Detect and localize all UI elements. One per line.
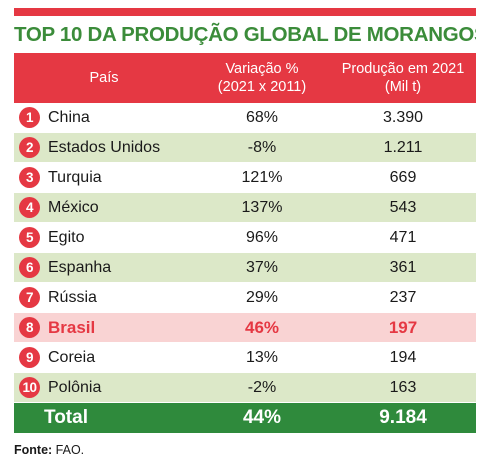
header-production-line1: Produção em 2021 — [341, 61, 465, 77]
variation-value: 137% — [241, 198, 283, 216]
variation-value: -2% — [247, 378, 277, 396]
table-row: 5 Egito 96% 471 — [14, 223, 476, 253]
table-header: País Variação % (2021 x 2011) Produção e… — [14, 53, 476, 103]
header-variation-line2: (2021 x 2011) — [217, 79, 307, 95]
header-country: País — [89, 70, 119, 86]
variation-value: 121% — [241, 168, 283, 186]
rank-badge: 3 — [19, 167, 40, 188]
table-row: 6 Espanha 37% 361 — [14, 253, 476, 283]
table-row: 9 Coreia 13% 194 — [14, 343, 476, 373]
rank-badge: 5 — [19, 227, 40, 248]
rank-badge: 9 — [19, 347, 40, 368]
table-row: 4 México 137% 543 — [14, 193, 476, 223]
rank-badge: 10 — [19, 377, 40, 398]
production-value: 3.390 — [382, 108, 424, 126]
rank-badge: 2 — [19, 137, 40, 158]
rank-badge: 6 — [19, 257, 40, 278]
country-name: Estados Unidos — [48, 138, 161, 156]
country-name: México — [48, 198, 99, 216]
variation-value: 29% — [245, 288, 279, 306]
country-name: Brasil — [48, 317, 96, 337]
production-value: 669 — [389, 168, 417, 186]
table-row: 2 Estados Unidos -8% 1.211 — [14, 133, 476, 163]
country-name: Espanha — [48, 258, 112, 276]
variation-value: 13% — [245, 348, 279, 366]
variation-value: -8% — [247, 138, 277, 156]
total-variation: 44% — [242, 407, 282, 428]
rank-badge: 8 — [19, 317, 40, 338]
total-production: 9.184 — [379, 407, 427, 428]
rank-badge: 4 — [19, 197, 40, 218]
table-row-highlighted: 8 Brasil 46% 197 — [14, 313, 476, 343]
country-name: Polônia — [48, 378, 102, 396]
rank-badge: 7 — [19, 287, 40, 308]
source-value: FAO. — [55, 443, 85, 457]
production-value: 543 — [389, 198, 417, 216]
rank-badge: 1 — [19, 107, 40, 128]
variation-value: 46% — [244, 317, 280, 337]
production-value: 237 — [389, 288, 417, 306]
total-row: Total 44% 9.184 — [14, 403, 476, 433]
production-value: 197 — [388, 317, 418, 337]
table-row: 1 China 68% 3.390 — [14, 103, 476, 133]
table-row: 7 Rússia 29% 237 — [14, 283, 476, 313]
country-name: Rússia — [48, 288, 97, 306]
production-table: País Variação % (2021 x 2011) Produção e… — [14, 53, 476, 433]
header-production-line2: (Mil t) — [384, 79, 422, 95]
table-row: 10 Polônia -2% 163 — [14, 373, 476, 403]
table-row: 3 Turquia 121% 669 — [14, 163, 476, 193]
table-title: TOP 10 DA PRODUÇÃO GLOBAL DE MORANGOS — [14, 23, 476, 46]
top-rule — [14, 8, 476, 16]
country-name: Coreia — [48, 348, 96, 366]
country-name: China — [48, 108, 90, 126]
variation-value: 37% — [245, 258, 279, 276]
source-label: Fonte: — [14, 443, 53, 457]
variation-value: 68% — [245, 108, 279, 126]
country-name: Egito — [48, 228, 85, 246]
production-value: 194 — [389, 348, 417, 366]
production-value: 361 — [389, 258, 417, 276]
production-value: 471 — [389, 228, 417, 246]
header-variation: Variação % (2021 x 2011) — [194, 60, 330, 96]
header-production: Produção em 2021 (Mil t) — [330, 60, 476, 96]
source-note: Fonte: FAO. — [14, 443, 84, 457]
total-label: Total — [44, 407, 88, 428]
header-variation-line1: Variação % — [225, 61, 299, 77]
variation-value: 96% — [245, 228, 279, 246]
country-name: Turquia — [48, 168, 102, 186]
production-value: 1.211 — [383, 138, 423, 156]
production-value: 163 — [389, 378, 417, 396]
